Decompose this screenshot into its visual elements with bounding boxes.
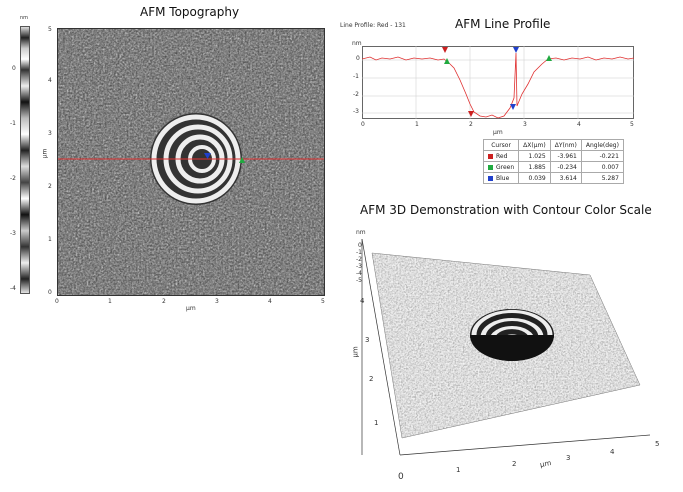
topography-x-unit: µm (186, 305, 196, 312)
demo3d-z-unit: nm (356, 229, 366, 236)
table-row[interactable]: Blue 0.039 3.614 5.287 (482, 172, 624, 184)
profile-y-tick-2: -2 (353, 91, 359, 98)
profile-y-tick-0: 0 (356, 55, 360, 62)
y3d-tick-2: 2 (369, 375, 374, 383)
x3d-tick-5: 5 (655, 440, 660, 448)
profile-curve (361, 52, 635, 119)
profile-y-tick-1: -1 (353, 73, 359, 80)
x3d-tick-2: 2 (512, 460, 517, 468)
topo-x-tick-1: 1 (108, 298, 112, 305)
z-tick-0: 0 (358, 242, 362, 249)
scale-header: nm (20, 15, 29, 21)
topo-y-tick-5: 5 (48, 26, 52, 33)
topo-y-tick-1: 1 (48, 236, 52, 243)
scale-tick-1: -1 (10, 120, 16, 127)
cursor-table-header: Cursor ΔX(µm) ΔY(nm) Angle(deg) (482, 139, 624, 151)
profile-x-tick-3: 3 (523, 121, 527, 128)
green-cursor-top (444, 58, 450, 64)
profile-x-tick-0: 0 (361, 121, 365, 128)
demo3d-title: AFM 3D Demonstration with Contour Color … (360, 203, 652, 217)
x3d-tick-1: 1 (456, 466, 461, 474)
z-tick-5: -5 (356, 277, 362, 284)
col-angle: Angle(deg) (580, 139, 624, 151)
topography-y-unit: µm (41, 148, 49, 159)
profile-x-tick-2: 2 (469, 121, 473, 128)
z-tick-1: -1 (356, 249, 362, 256)
col-dx: ΔX(µm) (518, 139, 551, 151)
profile-x-tick-1: 1 (415, 121, 419, 128)
z-tick-3: -3 (356, 263, 362, 270)
green-cursor-marker (239, 157, 245, 163)
scale-tick-0: 0 (12, 65, 16, 72)
topo-x-tick-5: 5 (321, 298, 325, 305)
x3d-tick-4: 4 (610, 448, 615, 456)
y3d-tick-4: 4 (360, 297, 365, 305)
profile-y-tick-3: -3 (353, 108, 359, 115)
profile-x-unit: µm (493, 129, 503, 136)
red-cursor-top (442, 47, 448, 53)
topo-y-tick-3: 3 (48, 130, 52, 137)
3d-ring-pattern (470, 308, 554, 362)
red-cursor-bottom (468, 111, 474, 117)
profile-x-tick-5: 5 (630, 121, 634, 128)
y3d-tick-3: 3 (365, 336, 370, 344)
z-tick-4: -4 (356, 270, 362, 277)
red-swatch (488, 153, 493, 159)
topo-x-tick-2: 2 (162, 298, 166, 305)
color-scale-bar (20, 26, 30, 294)
y3d-tick-1: 1 (374, 419, 379, 427)
blue-cursor-bottom (510, 104, 516, 110)
table-row[interactable]: Green 1.885 -0.234 0.007 (482, 161, 624, 173)
topo-x-tick-4: 4 (268, 298, 272, 305)
x3d-tick-3: 3 (566, 454, 571, 462)
table-row[interactable]: Red 1.025 -3.961 -0.221 (482, 150, 624, 162)
blue-cursor-top (513, 47, 519, 53)
profile-x-tick-4: 4 (577, 121, 581, 128)
scale-tick-3: -3 (10, 230, 16, 237)
green-swatch (488, 164, 493, 170)
topography-image[interactable] (57, 28, 325, 296)
col-dy: ΔY(nm) (549, 139, 582, 151)
green-cursor-right (546, 55, 552, 61)
topo-y-tick-4: 4 (48, 77, 52, 84)
topo-y-tick-2: 2 (48, 183, 52, 190)
profile-plot[interactable] (361, 46, 635, 119)
topo-x-tick-3: 3 (215, 298, 219, 305)
demo3d-view[interactable] (340, 225, 680, 487)
blue-cursor-marker (204, 153, 211, 159)
profile-subtitle: Line Profile: Red - 131 (340, 22, 406, 29)
topography-title: AFM Topography (140, 5, 240, 19)
demo3d-y-unit: µm (351, 346, 360, 358)
col-cursor: Cursor (482, 139, 520, 151)
x3d-tick-0: 0 (398, 472, 404, 482)
scale-tick-2: -2 (10, 175, 16, 182)
scale-tick-4: -4 (10, 285, 16, 292)
topo-x-tick-0: 0 (55, 298, 59, 305)
cursor-table: Cursor ΔX(µm) ΔY(nm) Angle(deg) Red 1.02… (482, 139, 624, 184)
profile-y-unit: nm (352, 40, 362, 47)
z-tick-2: -2 (356, 256, 362, 263)
topo-y-tick-0: 0 (48, 289, 52, 296)
profile-title: AFM Line Profile (455, 17, 551, 31)
blue-swatch (488, 175, 493, 181)
